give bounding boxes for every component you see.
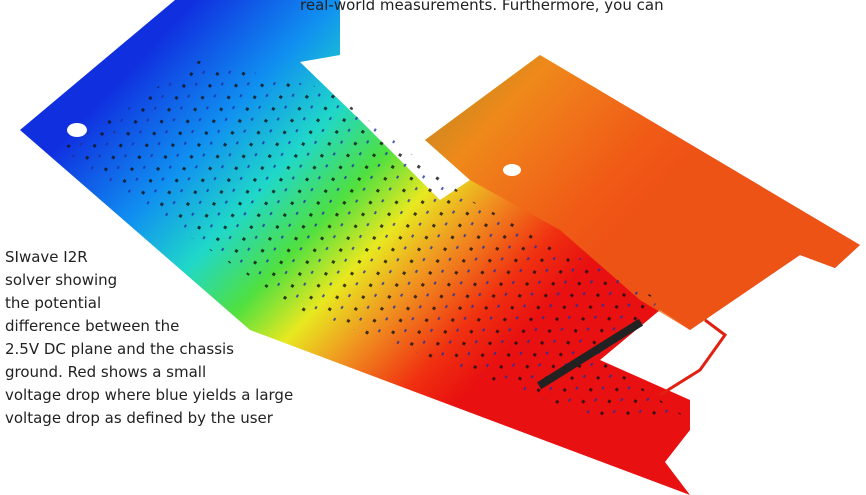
trace [660,320,725,395]
body-line: real-world measurements. Furthermore, yo… [300,0,664,17]
caption-line: 2.5V DC plane and the chassis [5,338,293,361]
caption-line: SIwave I2R [5,246,293,269]
caption-line: ground. Red shows a small [5,361,293,384]
caption-line: voltage drop where blue yields a large [5,384,293,407]
caption-line: the potential [5,292,293,315]
caption-line: difference between the [5,315,293,338]
mount-hole [67,123,87,137]
body-text: real-world measurements. Furthermore, yo… [300,0,664,17]
caption-line: voltage drop as defined by the user [5,407,293,430]
mount-hole [503,164,521,176]
page: real-world measurements. Furthermore, yo… [0,0,866,495]
caption-line: solver showing [5,269,293,292]
